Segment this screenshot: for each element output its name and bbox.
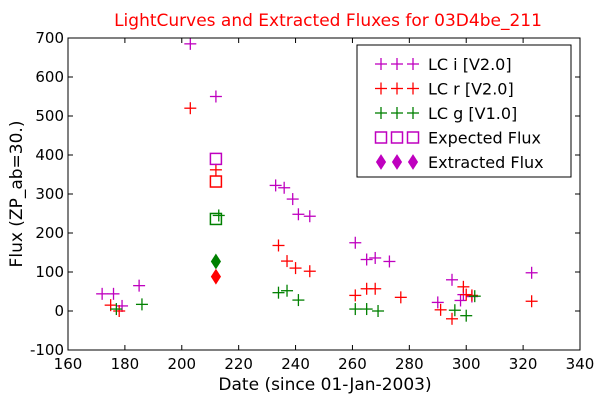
axis-ticks: 160 180 200 220 240 260 280 300 320 340 -100 0 100 20… <box>30 29 594 373</box>
point-lc-i-v2-0-9 <box>292 208 305 221</box>
y-tick-label: -100 <box>30 341 64 359</box>
legend-marker-extracted-flux-1 <box>391 154 403 170</box>
legend: LC i [V2.0] LC r [V2.0] LC g [V1.0] Expecte… <box>356 44 572 178</box>
legend-marker-lc-g-v1-0-1 <box>391 107 403 119</box>
legend-label-lc-g-v1-0: LC g [V1.0] <box>428 104 517 123</box>
point-lc-g-v1-0-9 <box>448 304 461 317</box>
point-lc-r-v2-0-15 <box>460 288 473 301</box>
legend-marker-extracted-flux-2 <box>407 154 419 170</box>
x-tick-label: 300 <box>452 355 481 373</box>
y-tick-label: 500 <box>35 107 64 125</box>
point-lc-i-v2-0-16 <box>446 273 458 286</box>
y-tick-label: 700 <box>35 29 64 47</box>
legend-marker-lc-r-v2-0-1 <box>391 82 403 95</box>
point-lc-i-v2-0-14 <box>383 255 396 268</box>
point-lc-r-v2-0-12 <box>434 303 447 316</box>
point-lc-i-v2-0-12 <box>360 253 373 266</box>
point-lc-g-v1-0-0 <box>110 303 123 316</box>
point-lc-i-v2-0-17 <box>454 294 467 307</box>
x-tick-label: 240 <box>281 355 310 373</box>
point-lc-i-v2-0-2 <box>116 299 129 312</box>
point-lc-i-v2-0-8 <box>286 193 299 206</box>
point-lc-r-v2-0-1 <box>113 305 126 317</box>
point-lc-r-v2-0-16 <box>465 289 478 302</box>
point-lc-r-v2-0-8 <box>349 289 362 302</box>
legend-label-expected-flux: Expected Flux <box>428 129 541 148</box>
x-tick-label: 220 <box>224 355 253 373</box>
y-tick-label: 600 <box>35 68 64 86</box>
legend-box <box>356 44 572 178</box>
y-tick-label: 100 <box>35 263 64 281</box>
point-extracted-flux-1 <box>210 268 222 285</box>
point-extracted-flux-0 <box>210 253 222 270</box>
legend-marker-lc-i-v2-0-1 <box>391 58 403 70</box>
legend-marker-lc-g-v1-0-2 <box>407 107 419 119</box>
point-lc-r-v2-0-14 <box>457 280 470 293</box>
legend-marker-lc-g-v1-0-0 <box>375 107 387 119</box>
legend-marker-expected-flux-0 <box>374 131 388 144</box>
point-lc-i-v2-0-11 <box>349 236 362 249</box>
legend-marker-lc-i-v2-0-2 <box>407 58 419 70</box>
point-lc-g-v1-0-6 <box>349 303 362 316</box>
point-lc-g-v1-0-7 <box>360 303 373 316</box>
point-lc-r-v2-0-6 <box>289 262 302 275</box>
point-lc-r-v2-0-5 <box>281 255 294 268</box>
point-lc-i-v2-0-0 <box>96 287 109 300</box>
point-lc-i-v2-0-20 <box>525 266 538 279</box>
x-tick-label: 160 <box>54 355 83 373</box>
x-tick-label: 260 <box>338 355 367 373</box>
y-tick-label: 400 <box>35 146 64 164</box>
point-lc-r-v2-0-7 <box>303 265 316 278</box>
x-tick-label: 180 <box>111 355 140 373</box>
point-lc-i-v2-0-13 <box>369 251 382 264</box>
legend-marker-lc-r-v2-0-2 <box>407 82 419 95</box>
point-lc-i-v2-0-7 <box>278 181 291 194</box>
x-axis-label: Date (since 01-Jan-2003) <box>218 375 431 395</box>
chart-title: LightCurves and Extracted Fluxes for 03D… <box>114 11 542 31</box>
legend-marker-expected-flux-1 <box>390 131 404 144</box>
point-expected-flux-0 <box>209 152 223 166</box>
x-tick-label: 280 <box>395 355 424 373</box>
point-lc-i-v2-0-15 <box>431 296 444 309</box>
point-expected-flux-2 <box>209 212 223 226</box>
point-lc-r-v2-0-4 <box>272 239 285 252</box>
point-lc-i-v2-0-4 <box>184 37 197 50</box>
legend-marker-extracted-flux-0 <box>375 154 387 170</box>
y-tick-label: 300 <box>35 185 64 203</box>
point-lc-r-v2-0-2 <box>184 102 197 115</box>
legend-label-lc-r-v2-0: LC r [V2.0] <box>428 80 514 99</box>
point-lc-i-v2-0-6 <box>269 179 282 192</box>
point-lc-r-v2-0-10 <box>369 282 382 295</box>
legend-marker-lc-r-v2-0-0 <box>375 82 387 95</box>
point-lc-i-v2-0-5 <box>209 90 222 103</box>
point-lc-g-v1-0-8 <box>372 305 385 317</box>
point-lc-g-v1-0-4 <box>281 284 294 297</box>
x-tick-label: 320 <box>509 355 538 373</box>
point-lc-g-v1-0-2 <box>212 209 225 222</box>
point-expected-flux-1 <box>209 175 223 188</box>
point-lc-i-v2-0-1 <box>107 287 120 300</box>
y-axis-label: Flux (ZP_ab=30.) <box>7 121 27 268</box>
point-lc-g-v1-0-5 <box>292 294 305 307</box>
point-lc-g-v1-0-3 <box>272 286 285 299</box>
point-lc-r-v2-0-17 <box>525 295 538 308</box>
point-lc-r-v2-0-3 <box>209 163 222 176</box>
y-tick-label: 0 <box>54 302 64 320</box>
x-tick-label: 200 <box>167 355 196 373</box>
legend-label-extracted-flux: Extracted Flux <box>428 153 544 172</box>
legend-marker-lc-i-v2-0-0 <box>375 58 387 70</box>
legend-marker-expected-flux-2 <box>406 131 420 144</box>
y-tick-label: 200 <box>35 224 64 242</box>
point-lc-g-v1-0-10 <box>460 309 473 322</box>
point-lc-g-v1-0-1 <box>135 298 148 311</box>
point-lc-i-v2-0-10 <box>303 210 316 223</box>
point-lc-r-v2-0-11 <box>394 291 407 304</box>
x-tick-label: 340 <box>566 355 595 373</box>
point-lc-g-v1-0-11 <box>468 290 481 303</box>
legend-label-lc-i-v2-0: LC i [V2.0] <box>428 55 512 74</box>
point-lc-r-v2-0-13 <box>446 312 458 325</box>
plot-layer <box>96 37 538 325</box>
point-lc-i-v2-0-3 <box>133 279 146 292</box>
